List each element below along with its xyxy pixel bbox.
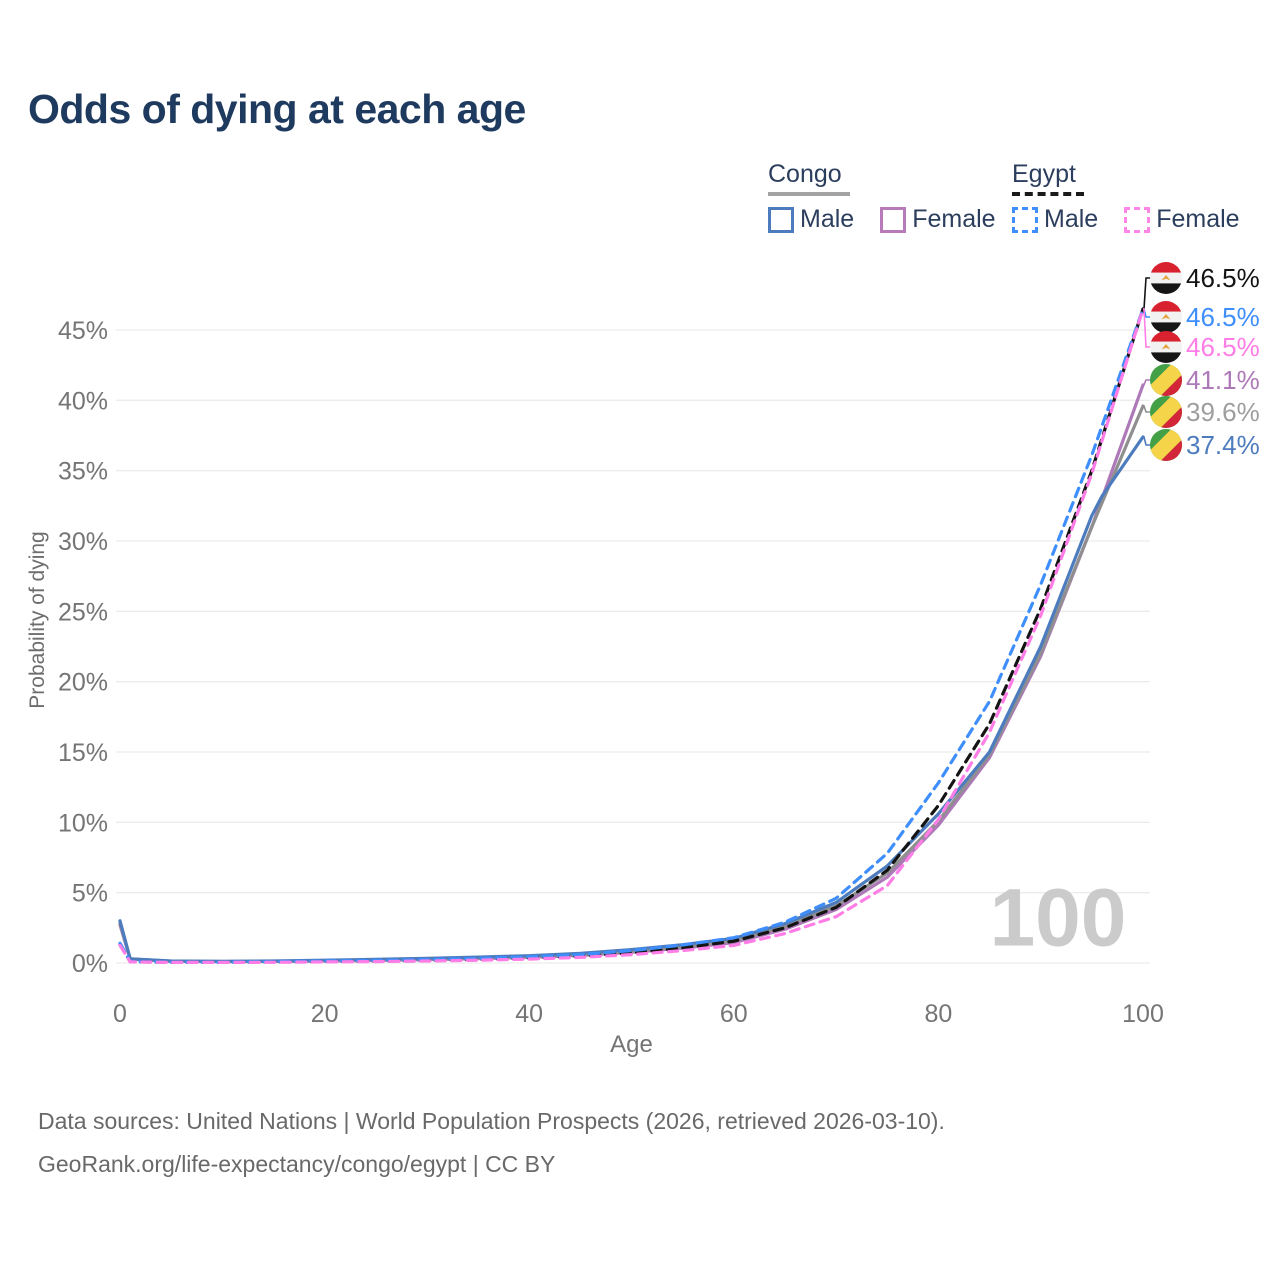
y-tick-label: 20% xyxy=(58,669,108,697)
end-label-connector xyxy=(1143,405,1152,413)
legend-item-congo-male: Male xyxy=(768,205,854,234)
legend-group-egypt: Egypt Male Female xyxy=(1012,160,1240,234)
end-value-label-egypt-male: 46.5% xyxy=(1186,302,1260,332)
legend-label: Male xyxy=(800,205,855,233)
series-line-egypt-male xyxy=(118,307,1145,964)
y-tick-label: 5% xyxy=(72,880,108,908)
end-value-label-congo-male: 37.4% xyxy=(1186,430,1260,460)
legend-item-egypt-male: Male xyxy=(1012,205,1098,234)
y-tick-label: 25% xyxy=(58,598,108,626)
legend-item-congo-female: Female xyxy=(880,205,996,234)
x-tick-label: 80 xyxy=(924,1000,952,1028)
x-tick-label: 0 xyxy=(113,1000,127,1028)
y-tick-label: 15% xyxy=(58,739,108,767)
congo-female-swatch-icon xyxy=(880,206,907,233)
egypt-female-swatch-icon xyxy=(1124,206,1151,233)
legend-title-congo: Congo xyxy=(768,160,850,196)
x-tick-label: 40 xyxy=(515,1000,543,1028)
y-tick-label: 10% xyxy=(58,809,108,837)
x-tick-label: 100 xyxy=(1122,1000,1164,1028)
y-axis-title: Probability of dying xyxy=(26,531,49,708)
y-tick-label: 35% xyxy=(58,458,108,486)
source-footer: Data sources: United Nations | World Pop… xyxy=(38,1100,945,1186)
end-flag-egypt xyxy=(1150,262,1182,294)
end-value-label-congo-both: 39.6% xyxy=(1186,397,1260,427)
end-flag-egypt xyxy=(1150,331,1182,363)
series-line-egypt-female xyxy=(118,307,1145,965)
end-flag-egypt xyxy=(1150,301,1182,333)
mortality-line-chart: 0% 5% 10% 15% 20% 25% 30% 35% 40% 45% 0 20 40 60 80 100… xyxy=(26,262,1260,1058)
end-value-label-congo-female: 41.1% xyxy=(1186,365,1260,395)
end-label-connector xyxy=(1143,436,1152,446)
congo-male-swatch-icon xyxy=(768,206,794,233)
end-label-connector xyxy=(1143,308,1152,348)
end-label-connector xyxy=(1143,379,1152,386)
x-tick-label: 20 xyxy=(311,1000,339,1028)
legend-group-congo: Congo Male Female xyxy=(768,160,996,234)
legend-label: Male xyxy=(1044,205,1099,233)
legend-item-egypt-female: Female xyxy=(1124,205,1240,234)
attribution-line: GeoRank.org/life-expectancy/congo/egypt … xyxy=(38,1151,556,1178)
y-tick-label: 40% xyxy=(58,387,108,415)
end-label-connector xyxy=(1143,277,1152,310)
x-tick-label: 60 xyxy=(720,1000,748,1028)
page-title: Odds of dying at each age xyxy=(28,86,526,132)
y-tick-label: 45% xyxy=(58,317,108,345)
y-tick-label: 0% xyxy=(72,950,108,978)
egypt-flag-icon xyxy=(1150,301,1182,333)
legend-title-egypt: Egypt xyxy=(1012,160,1084,196)
egypt-flag-icon xyxy=(1150,331,1182,363)
end-value-label-egypt-female: 46.5% xyxy=(1186,332,1260,362)
egypt-flag-icon xyxy=(1150,262,1182,294)
series-line-egypt-both xyxy=(118,307,1145,964)
legend-label: Female xyxy=(1156,205,1240,233)
age-watermark: 100 xyxy=(990,873,1127,964)
y-tick-label: 30% xyxy=(58,528,108,556)
egypt-male-swatch-icon xyxy=(1012,206,1038,233)
end-value-label-egypt-both: 46.5% xyxy=(1186,263,1260,293)
legend-label: Female xyxy=(912,205,996,233)
x-axis-title: Age xyxy=(610,1031,653,1058)
data-source-line: Data sources: United Nations | World Pop… xyxy=(38,1108,945,1134)
